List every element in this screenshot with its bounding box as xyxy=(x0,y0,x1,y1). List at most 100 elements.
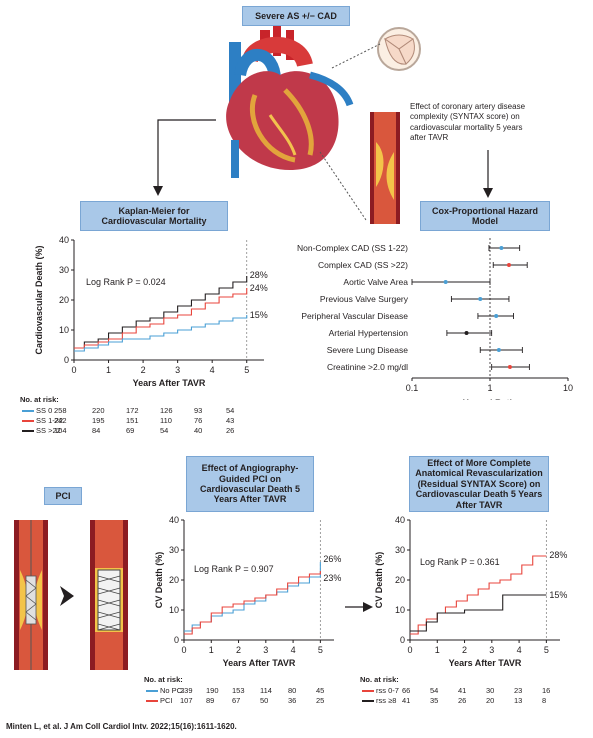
x-tick-label: 5 xyxy=(244,365,249,375)
risk-row-label: SS 0 xyxy=(36,406,53,415)
valve-connector xyxy=(331,43,381,69)
risk-cell: 40 xyxy=(194,426,203,435)
risk-cell: 16 xyxy=(542,686,551,695)
stent-before xyxy=(14,520,48,670)
risk-cell: 258 xyxy=(54,406,67,415)
end-label: 26% xyxy=(323,554,341,564)
risk-row-label: SS >22 xyxy=(36,426,61,435)
risk-header: No. at risk: xyxy=(144,675,183,684)
cox-row-label: Peripheral Vascular Disease xyxy=(301,311,408,321)
cox-row-label: Creatinine >2.0 mg/dl xyxy=(327,362,408,372)
x-tick-label: 5 xyxy=(318,645,323,655)
risk-cell: 110 xyxy=(160,416,172,425)
y-tick-label: 40 xyxy=(395,515,405,525)
risk-cell: 43 xyxy=(226,416,235,425)
y-tick-label: 20 xyxy=(395,575,405,585)
risk-cell: 69 xyxy=(126,426,135,435)
x-axis-label: Hazard Ratio xyxy=(462,398,518,400)
risk-header: No. at risk: xyxy=(360,675,399,684)
hr-point xyxy=(496,348,501,352)
x-axis-label: Years After TAVR xyxy=(449,658,522,668)
risk-cell: 54 xyxy=(160,426,169,435)
risk-cell: 89 xyxy=(206,696,215,705)
x-tick-label: 1 xyxy=(435,645,440,655)
cox-row-label: Severe Lung Disease xyxy=(327,345,409,355)
y-tick-label: 10 xyxy=(395,605,405,615)
risk-cell: 23 xyxy=(514,686,523,695)
y-tick-label: 40 xyxy=(59,235,69,245)
hr-point xyxy=(499,246,504,250)
x-tick-label: 4 xyxy=(210,365,215,375)
x-tick-label: 0 xyxy=(181,645,186,655)
valve-icon xyxy=(377,27,421,71)
risk-cell: 45 xyxy=(316,686,325,695)
risk-header: No. at risk: xyxy=(20,395,59,404)
hr-point xyxy=(506,263,511,267)
x-tick-label: 1 xyxy=(209,645,214,655)
risk-row-label: rss 0-7 xyxy=(376,686,399,695)
x-tick-label: 0 xyxy=(71,365,76,375)
risk-cell: 172 xyxy=(126,406,139,415)
hr-point xyxy=(478,297,483,301)
km2-title: Effect of Angiography-Guided PCI on Card… xyxy=(186,456,314,512)
end-label: 28% xyxy=(250,270,268,280)
y-tick-label: 10 xyxy=(59,325,69,335)
y-tick-label: 30 xyxy=(395,545,405,555)
risk-cell: 190 xyxy=(206,686,219,695)
y-axis-label: CV Death (%) xyxy=(154,552,164,609)
cox-row-label: Non-Complex CAD (SS 1-22) xyxy=(297,243,408,253)
stent-after xyxy=(90,520,128,670)
km3-chart: 0 10 20 30 40 0 1 2 3 4 5 Years After TAVR CV Death … xyxy=(374,515,567,668)
x-tick-label: 2 xyxy=(462,645,467,655)
km1-chart: 0 10 20 30 40 0 1 2 3 4 5 Years After TAVR Cardiovas… xyxy=(34,235,268,388)
citation: Minten L, et al. J Am Coll Cardiol Intv.… xyxy=(6,722,237,731)
risk-cell: 84 xyxy=(92,426,101,435)
hr-point xyxy=(507,365,512,369)
series-line xyxy=(74,315,248,352)
y-axis-label: Cardiovascular Death (%) xyxy=(34,245,44,354)
risk-cell: 35 xyxy=(430,696,439,705)
x-tick-label: 3 xyxy=(175,365,180,375)
risk-cell: 20 xyxy=(486,696,495,705)
risk-cell: 26 xyxy=(458,696,467,705)
risk-cell: 153 xyxy=(232,686,245,695)
risk-cell: 13 xyxy=(514,696,523,705)
x-tick-label: 0.1 xyxy=(406,383,419,393)
series-line xyxy=(184,571,321,635)
y-tick-label: 20 xyxy=(169,575,179,585)
km3-title: Effect of More Complete Anatomical Revas… xyxy=(409,456,549,512)
risk-row-label: SS 1-22 xyxy=(36,416,64,425)
risk-cell: 107 xyxy=(180,696,193,705)
y-tick-label: 0 xyxy=(174,635,179,645)
risk-cell: 151 xyxy=(126,416,139,425)
cox-row-label: Complex CAD (SS >22) xyxy=(318,260,408,270)
risk-row-swatch xyxy=(362,700,374,702)
y-tick-label: 0 xyxy=(64,355,69,365)
hr-point xyxy=(443,280,448,284)
risk-cell: 80 xyxy=(288,686,297,695)
risk-cell: 26 xyxy=(226,426,235,435)
logrank-label: Log Rank P = 0.024 xyxy=(86,277,166,287)
end-label: 15% xyxy=(549,590,567,600)
x-tick-label: 3 xyxy=(263,645,268,655)
series-line xyxy=(410,594,547,632)
cox-row-label: Aortic Valve Area xyxy=(343,277,408,287)
risk-cell: 30 xyxy=(486,686,495,695)
risk-cell: 114 xyxy=(260,686,272,695)
risk-cell: 54 xyxy=(226,406,235,415)
chevron-right-icon xyxy=(60,586,74,606)
km2-chart: 0 10 20 30 40 0 1 2 3 4 5 Years After TAVR CV Death … xyxy=(154,515,341,668)
hr-point xyxy=(494,314,499,318)
y-tick-label: 20 xyxy=(59,295,69,305)
risk-cell: 8 xyxy=(542,696,547,705)
y-axis-label: CV Death (%) xyxy=(374,552,384,609)
x-tick-label: 10 xyxy=(563,383,573,393)
left-arrow xyxy=(153,119,216,196)
artery-connector xyxy=(319,151,367,221)
risk-cell: 195 xyxy=(92,416,105,425)
risk-cell: 239 xyxy=(180,686,193,695)
x-tick-label: 1 xyxy=(106,365,111,375)
end-label: 23% xyxy=(323,573,341,583)
risk-cell: 54 xyxy=(430,686,439,695)
risk-cell: 67 xyxy=(232,696,241,705)
